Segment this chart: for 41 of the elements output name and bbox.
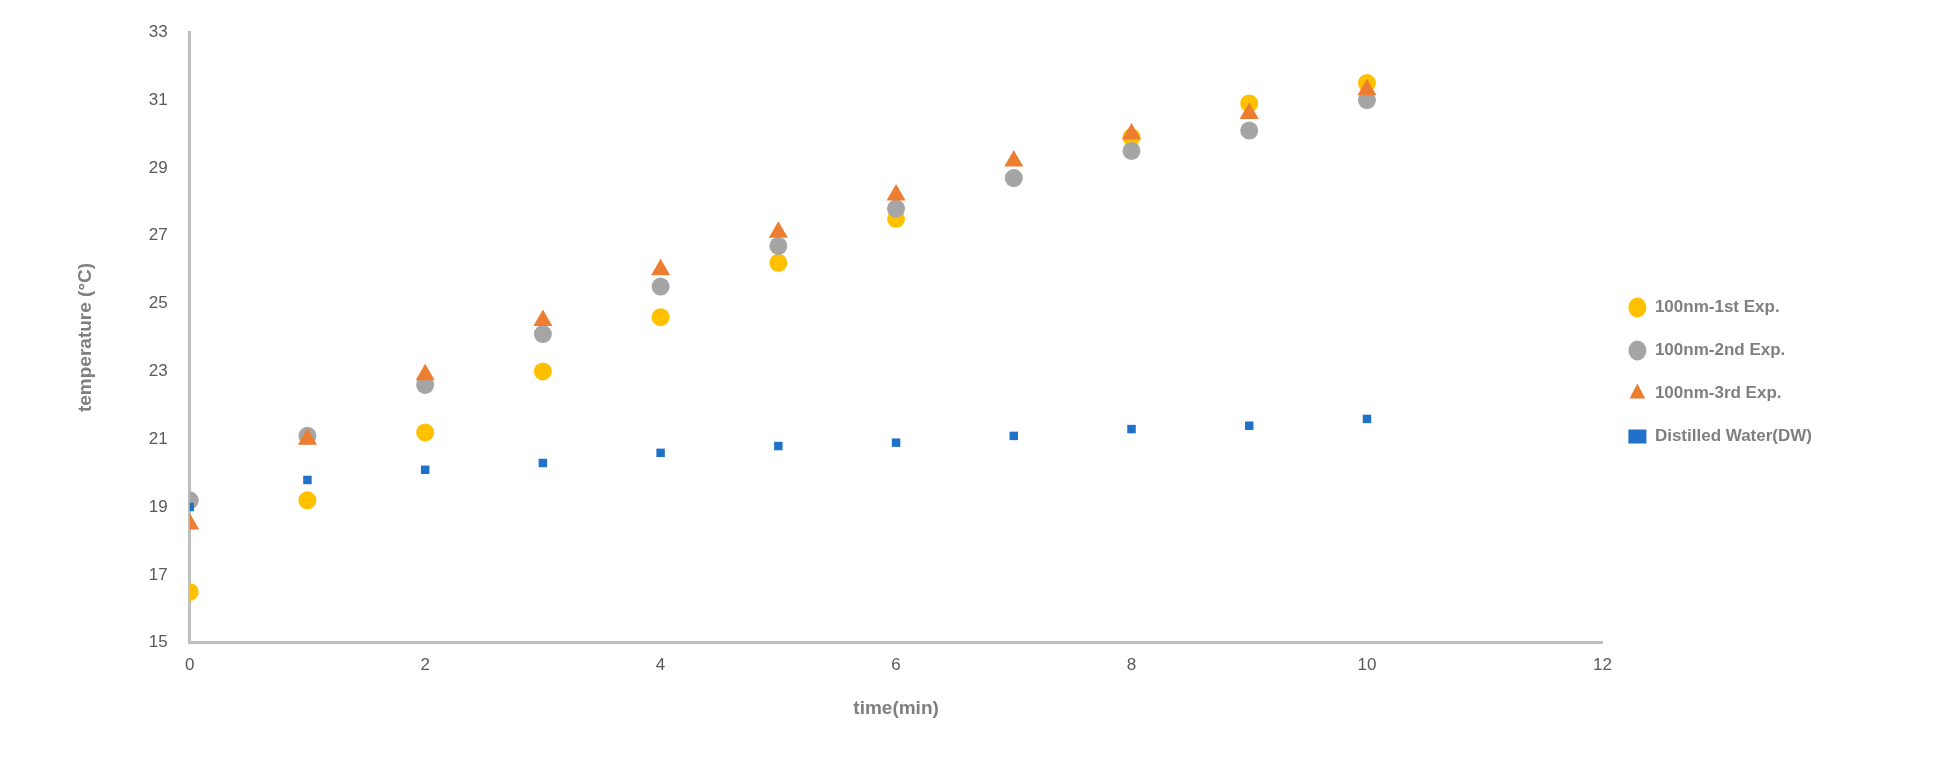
x-tick-label: 12 [1592, 654, 1612, 674]
point [1127, 424, 1136, 434]
x-axis-title: time(min) [853, 696, 939, 718]
x-tick-label: 8 [1126, 654, 1137, 674]
point [1004, 169, 1023, 188]
legend-label: 100nm-1st Exp. [1654, 297, 1780, 317]
point [303, 475, 312, 485]
y-tick-label: 17 [148, 564, 168, 584]
y-tick-label: 31 [148, 89, 168, 109]
x-tick-label: 6 [891, 654, 901, 674]
point [416, 423, 435, 442]
point [651, 308, 670, 327]
x-tick-label: 10 [1357, 654, 1377, 674]
x-tick-label: 0 [184, 654, 195, 674]
y-tick-label: 21 [148, 428, 168, 448]
y-tick-label: 19 [148, 496, 168, 516]
y-tick-label: 23 [148, 361, 168, 381]
x-tick-label: 2 [420, 654, 430, 674]
point [774, 441, 783, 451]
legend-label: 100nm-3rd Exp. [1654, 383, 1782, 403]
point [1240, 121, 1259, 140]
point [533, 362, 552, 381]
y-tick-label: 27 [148, 225, 168, 245]
y-tick-label: 15 [148, 632, 168, 652]
point [1122, 141, 1141, 160]
y-tick-label: 25 [148, 293, 168, 313]
y-axis-title: temperature (°C) [73, 262, 95, 413]
point [1244, 421, 1254, 430]
x-tick-label: 4 [655, 654, 666, 674]
point [769, 236, 788, 255]
legend-label: Distilled Water(DW) [1654, 426, 1812, 446]
point [656, 448, 665, 458]
point [298, 491, 317, 510]
y-tick-label: 29 [148, 157, 168, 177]
point [769, 253, 788, 272]
point [651, 277, 670, 296]
point [887, 199, 906, 218]
y-tick-label: 33 [148, 21, 168, 41]
point [891, 438, 901, 447]
point [533, 325, 552, 344]
legend-label: 100nm-2nd Exp. [1654, 340, 1786, 360]
